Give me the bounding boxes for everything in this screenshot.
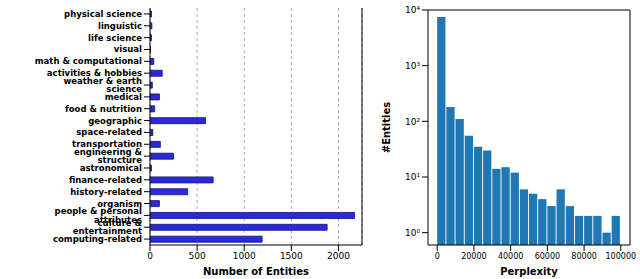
svg-text:geographic: geographic [88,116,142,126]
svg-text:Perplexity: Perplexity [500,266,558,277]
svg-text:medical: medical [105,92,142,102]
svg-text:1000: 1000 [233,251,256,261]
svg-text:space-related: space-related [76,127,142,137]
svg-text:visual: visual [114,44,142,54]
svg-text:0: 0 [435,252,440,261]
svg-text:10²: 10² [405,117,420,127]
svg-text:astronomical: astronomical [80,163,142,173]
svg-text:linguistic: linguistic [98,21,142,31]
svg-text:40000: 40000 [498,252,523,261]
svg-text:Number of Entities: Number of Entities [203,266,309,277]
svg-text:1500: 1500 [280,251,303,261]
svg-text:finance-related: finance-related [69,175,142,185]
svg-text:10⁴: 10⁴ [405,5,420,15]
svg-text:life science: life science [88,33,142,43]
svg-text:100000: 100000 [606,252,632,261]
svg-text:history-related: history-related [70,187,142,197]
svg-text:20000: 20000 [461,252,486,261]
svg-text:2000: 2000 [327,251,350,261]
svg-text:10⁰: 10⁰ [405,228,420,238]
svg-text:10¹: 10¹ [405,172,420,182]
svg-text:500: 500 [189,251,206,261]
svg-text:physical science: physical science [64,9,142,19]
svg-text:#Entities: #Entities [381,102,392,154]
svg-text:computing-related: computing-related [53,234,142,244]
svg-text:10³: 10³ [405,61,420,71]
svg-text:math & computational: math & computational [35,56,142,66]
svg-text:food & nutrition: food & nutrition [65,104,142,114]
svg-text:0: 0 [147,251,153,261]
svg-text:80000: 80000 [571,252,596,261]
svg-text:60000: 60000 [535,252,560,261]
